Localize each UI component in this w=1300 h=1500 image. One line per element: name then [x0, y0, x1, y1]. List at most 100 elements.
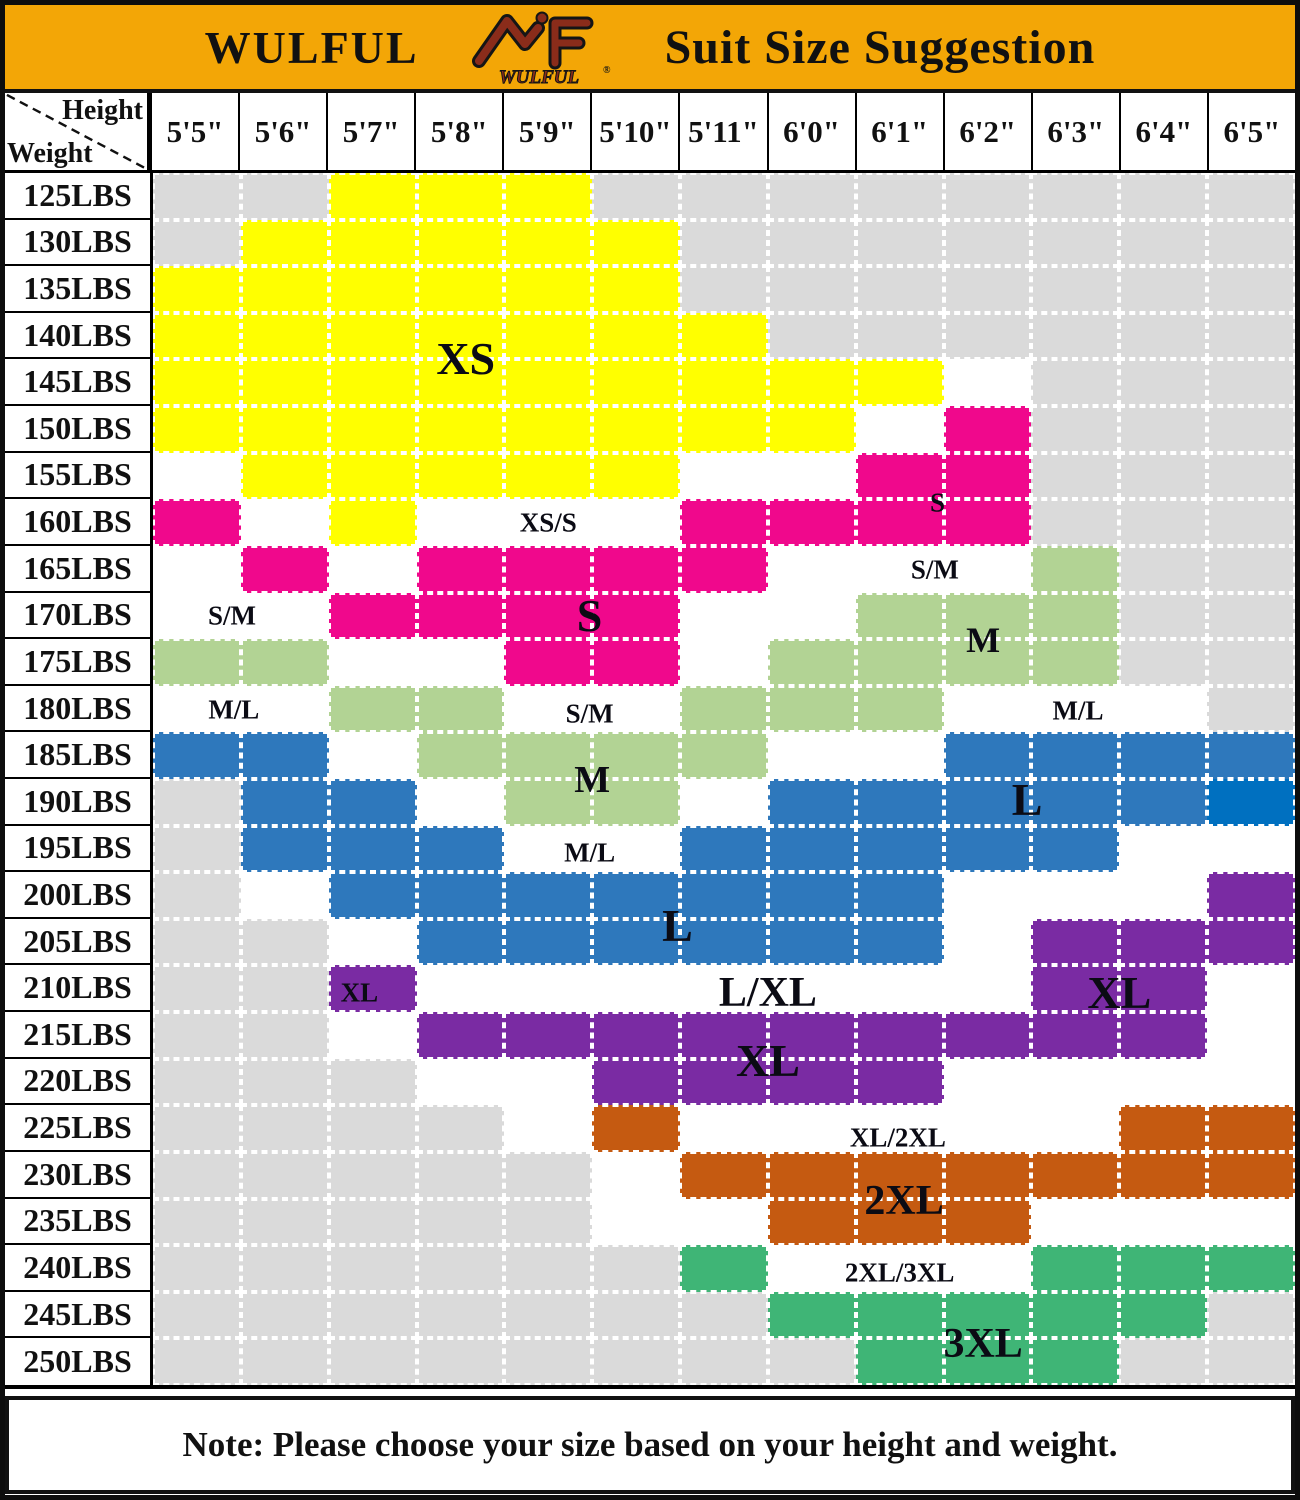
size-cell — [1119, 406, 1208, 453]
size-cell — [1031, 1012, 1120, 1059]
size-cell — [680, 219, 768, 267]
size-cell — [943, 1198, 1032, 1246]
size-cell — [416, 1291, 505, 1339]
size-cell — [153, 639, 241, 686]
size-cell — [328, 406, 417, 453]
size-cell — [416, 592, 505, 640]
size-cell — [504, 778, 593, 826]
size-cell — [153, 872, 241, 919]
size-cell — [1031, 219, 1120, 267]
size-cell — [943, 918, 1032, 966]
size-cell — [767, 406, 856, 453]
weight-label: 175LBS — [5, 639, 150, 686]
size-cell — [767, 1338, 856, 1385]
size-cell — [240, 965, 329, 1013]
weight-label: 210LBS — [5, 965, 150, 1013]
size-cell — [1119, 452, 1208, 500]
size-cell — [592, 685, 681, 733]
size-cell — [767, 312, 856, 360]
size-cell — [943, 639, 1032, 686]
size-cell — [943, 173, 1032, 220]
size-cell — [153, 592, 241, 640]
size-cell — [328, 685, 417, 733]
weight-label: 125LBS — [5, 173, 150, 220]
size-cell — [1207, 312, 1295, 360]
size-cell — [680, 1058, 768, 1106]
size-cell — [504, 685, 593, 733]
size-cell — [240, 219, 329, 267]
size-cell — [1031, 173, 1120, 220]
heatmap-area: XS XS/S S S/M S/M S M M/L S/M M/L M L M/L L XL L/XL XL XL… — [153, 173, 1295, 1385]
size-cell — [416, 639, 505, 686]
size-cell — [1207, 1012, 1295, 1059]
size-cell — [592, 173, 681, 220]
weight-label: 170LBS — [5, 593, 150, 640]
size-cell — [1031, 872, 1120, 919]
size-cell — [680, 825, 768, 873]
note-banner: Note: Please choose your size based on y… — [5, 1396, 1295, 1494]
size-cell — [767, 1151, 856, 1199]
size-cell — [1207, 1105, 1295, 1152]
size-cell — [416, 1198, 505, 1246]
size-cell — [1119, 732, 1208, 779]
size-cell — [943, 592, 1032, 640]
corner-height-label: Height — [62, 95, 143, 126]
size-cell — [855, 592, 944, 640]
size-cell — [855, 1245, 944, 1292]
size-cell — [1119, 1058, 1208, 1106]
size-cell — [943, 732, 1032, 779]
size-cell — [767, 1058, 856, 1106]
size-cell — [240, 1245, 329, 1292]
size-cell — [504, 406, 593, 453]
size-cell — [592, 1198, 681, 1246]
size-cell — [943, 1105, 1032, 1152]
size-cell — [1207, 1151, 1295, 1199]
size-cell — [855, 173, 944, 220]
size-cell — [1207, 918, 1295, 966]
weight-label: 185LBS — [5, 732, 150, 779]
size-cell — [153, 1198, 241, 1246]
size-cell — [240, 545, 329, 593]
weight-label: 150LBS — [5, 406, 150, 453]
size-cell — [416, 1151, 505, 1199]
size-cell — [1119, 965, 1208, 1013]
svg-text:®: ® — [603, 65, 611, 76]
size-cell — [592, 778, 681, 826]
size-cell — [240, 359, 329, 407]
size-cell — [943, 1338, 1032, 1385]
weight-label: 250LBS — [23, 1343, 132, 1380]
size-cell — [1031, 312, 1120, 360]
size-cell — [240, 1338, 329, 1385]
size-cell — [416, 918, 505, 966]
size-cell — [1207, 732, 1295, 779]
size-cell — [855, 965, 944, 1013]
size-cell — [1207, 219, 1295, 267]
size-cell — [592, 1058, 681, 1106]
size-cell — [943, 359, 1032, 407]
weight-column: 125LBS 130LBS 135LBS 140LBS 145LBS 150LBS 155L… — [5, 173, 153, 1385]
size-cell — [1207, 965, 1295, 1013]
size-cell — [504, 918, 593, 966]
size-cell — [328, 173, 417, 220]
size-cell — [416, 545, 505, 593]
size-cell — [767, 872, 856, 919]
size-cell — [416, 452, 505, 500]
size-cell — [680, 359, 768, 407]
size-cell — [767, 1245, 856, 1292]
size-cell — [1207, 1245, 1295, 1292]
size-cell — [680, 266, 768, 313]
size-cell — [328, 266, 417, 313]
weight-label: 165LBS — [5, 546, 150, 593]
weight-label: 220LBS — [5, 1059, 150, 1106]
size-cell — [1119, 1012, 1208, 1059]
size-cell — [592, 1012, 681, 1059]
size-cell — [855, 406, 944, 453]
size-cell — [680, 592, 768, 640]
size-cell — [1031, 1291, 1120, 1339]
size-cell — [240, 639, 329, 686]
size-cell — [943, 1245, 1032, 1292]
size-cell — [416, 685, 505, 733]
size-cell — [680, 545, 768, 593]
size-cell — [504, 266, 593, 313]
